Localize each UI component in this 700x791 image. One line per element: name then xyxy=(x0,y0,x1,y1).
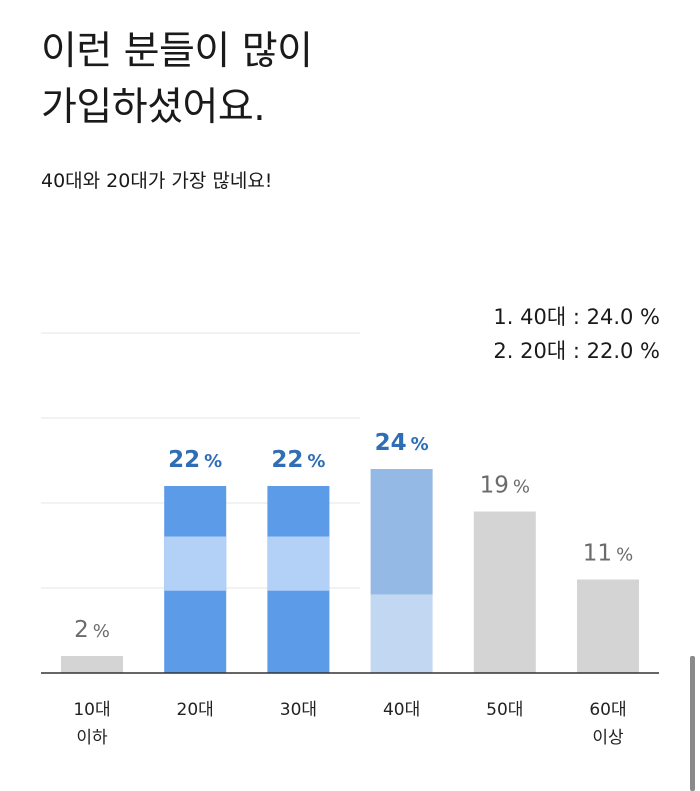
x-tick-label: 60대 xyxy=(589,700,626,720)
title-line-1: 이런 분들이 많이 xyxy=(41,29,313,74)
bar-segment xyxy=(370,594,433,673)
x-tick-label: 이하 xyxy=(76,728,108,748)
data-label: 19% xyxy=(480,473,530,499)
data-label: 22% xyxy=(168,447,222,473)
data-label: 2% xyxy=(74,617,110,643)
ranking-value: 22.0 % xyxy=(586,339,660,363)
data-label: 24% xyxy=(375,430,429,456)
ranking-list: 1. 40대 : 24.0 % 2. 20대 : 22.0 % xyxy=(493,300,660,368)
bar xyxy=(577,579,639,673)
ranking-rank: 2. xyxy=(493,339,514,363)
x-tick-label: 이상 xyxy=(592,728,624,748)
x-tick-label: 10대 xyxy=(73,700,110,720)
bar xyxy=(473,511,536,673)
ranking-item-1: 1. 40대 : 24.0 % xyxy=(493,305,660,329)
page-title: 이런 분들이 많이 가입하셨어요. xyxy=(41,24,313,136)
title-line-2: 가입하셨어요. xyxy=(41,85,266,130)
x-tick-label: 30대 xyxy=(280,700,317,720)
data-label: 22% xyxy=(271,447,325,473)
scrollbar[interactable] xyxy=(690,656,695,791)
bar-segment xyxy=(267,536,330,591)
data-label: 11% xyxy=(583,541,633,567)
bar-segment xyxy=(164,536,227,591)
bar xyxy=(61,656,123,673)
ranking-label: 20대 xyxy=(520,339,567,363)
x-tick-label: 40대 xyxy=(383,700,420,720)
ranking-label: 40대 xyxy=(520,305,567,329)
ranking-value: 24.0 % xyxy=(586,305,660,329)
ranking-item-2: 2. 20대 : 22.0 % xyxy=(493,339,660,363)
bar xyxy=(370,469,433,595)
x-tick-label: 50대 xyxy=(486,700,523,720)
x-tick-label: 20대 xyxy=(177,700,214,720)
ranking-rank: 1. xyxy=(493,305,514,329)
page-subtitle: 40대와 20대가 가장 많네요! xyxy=(41,170,273,192)
